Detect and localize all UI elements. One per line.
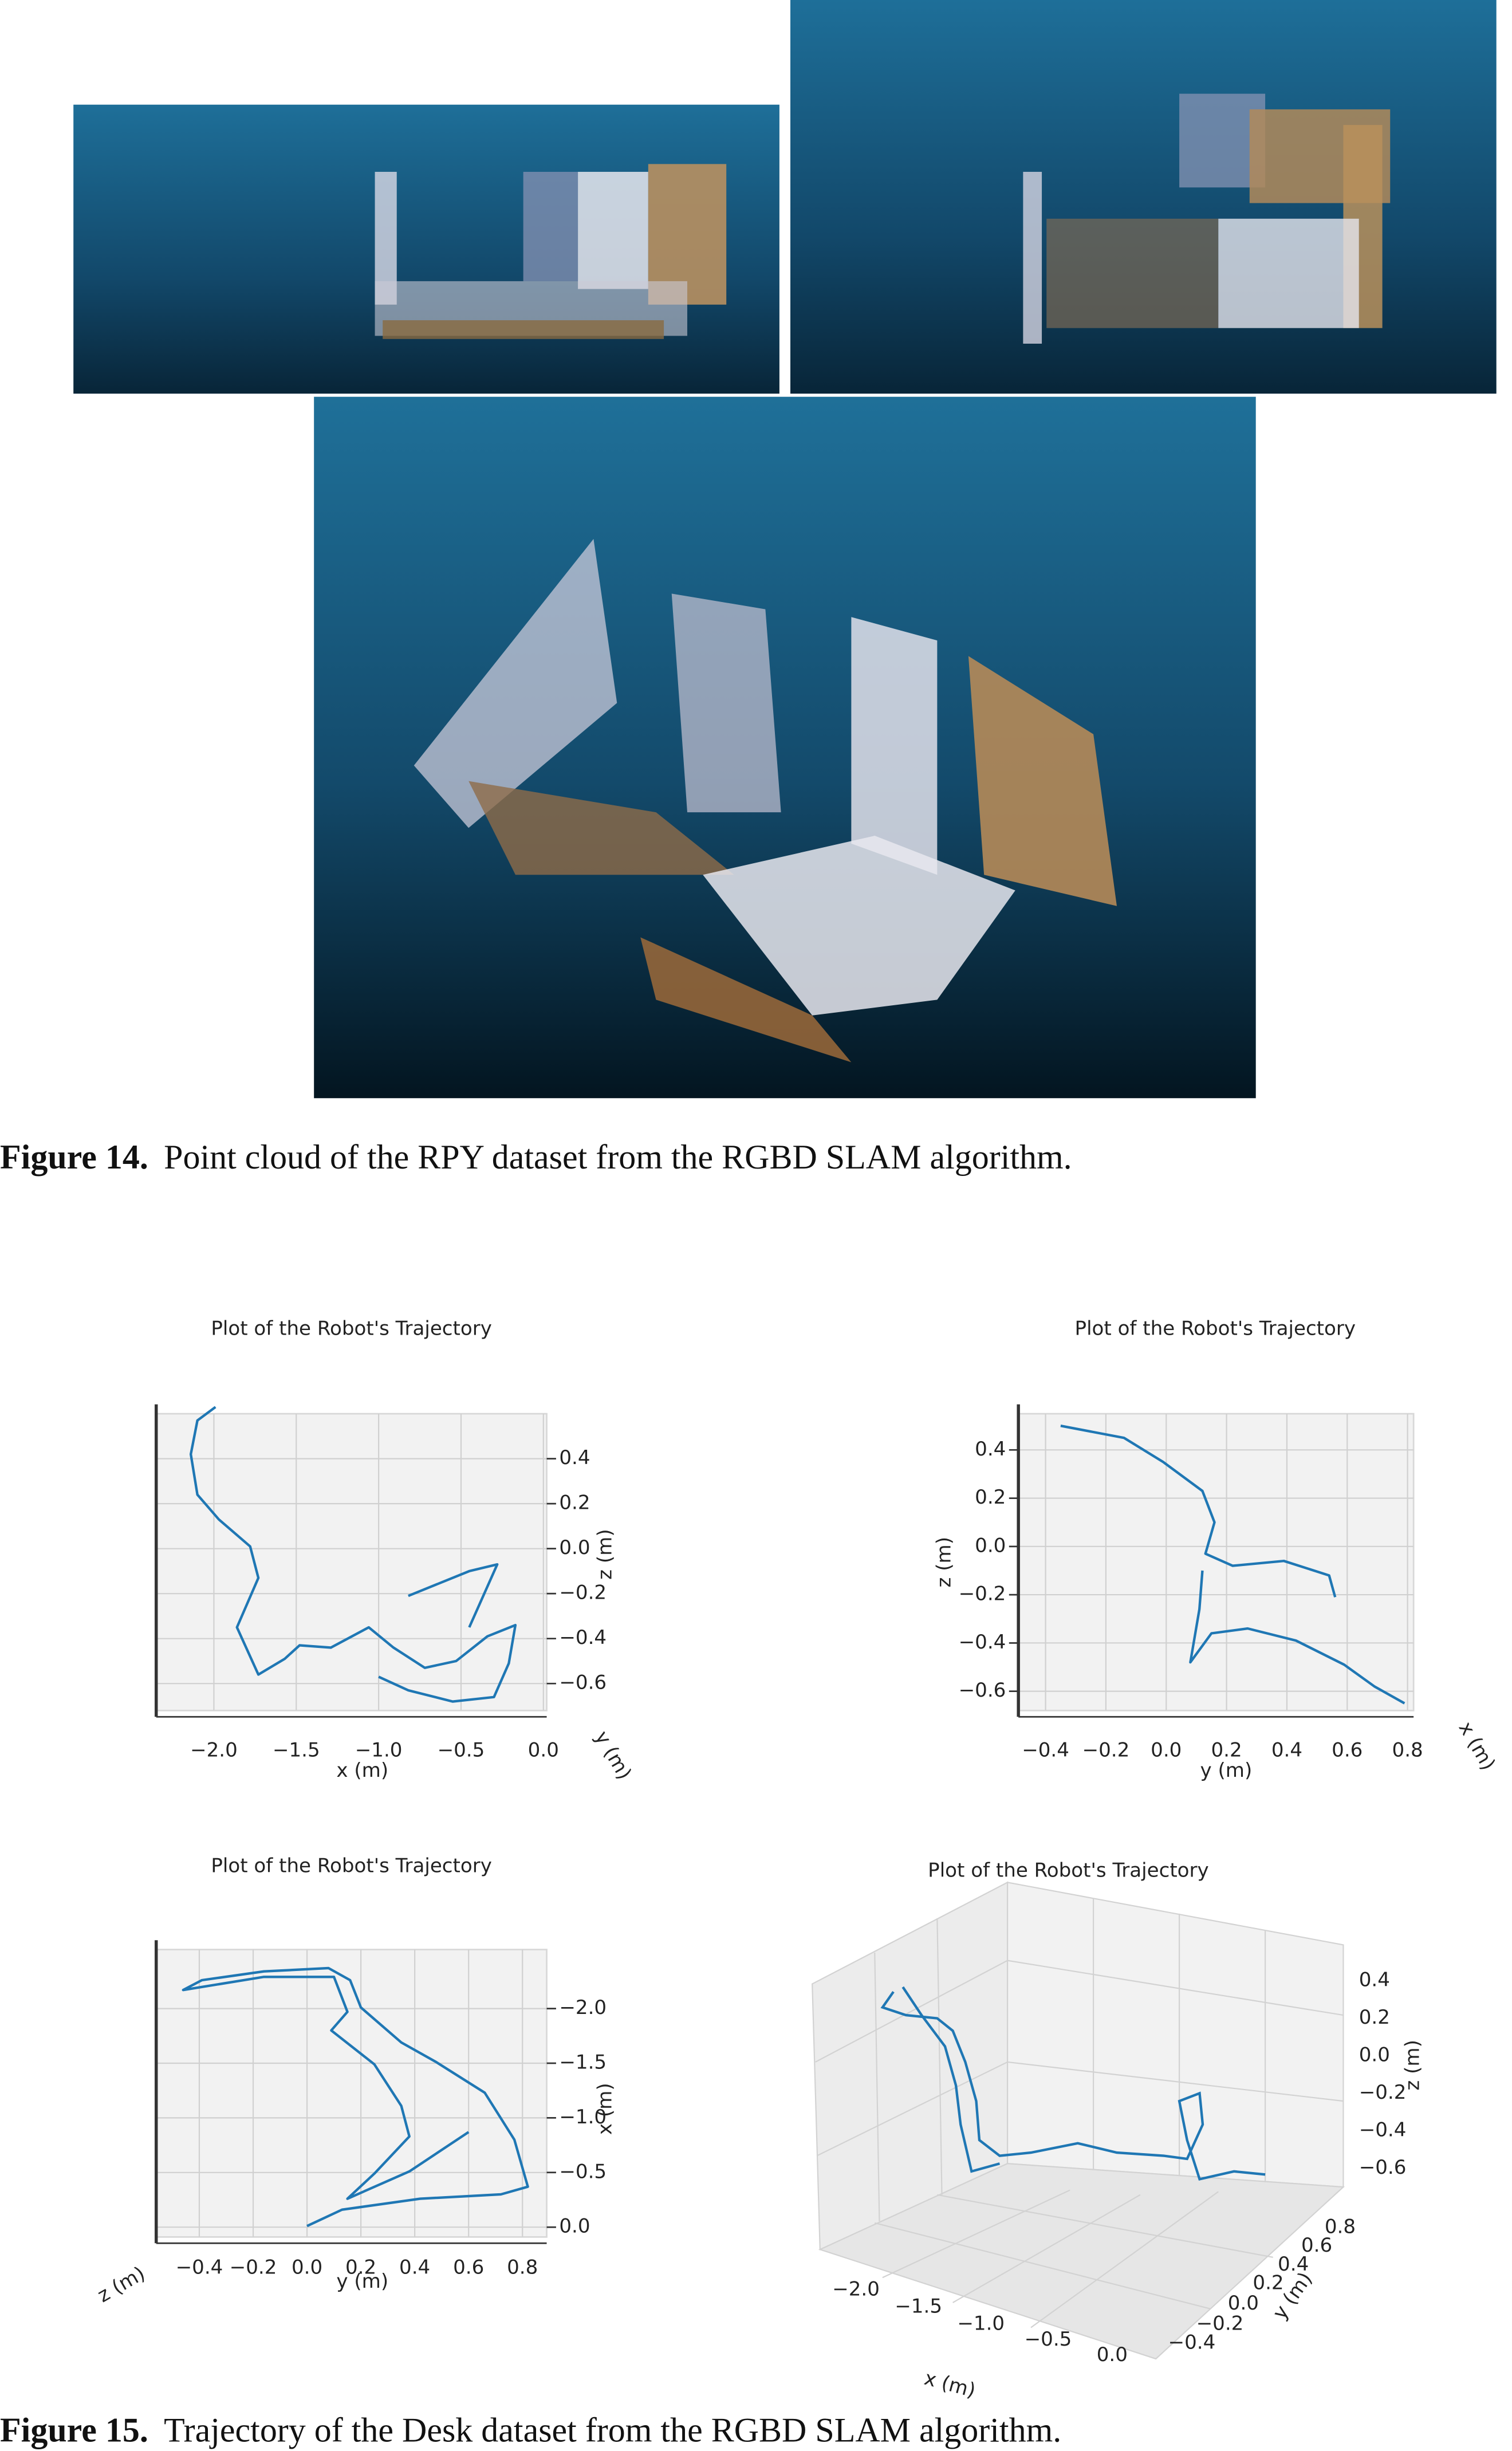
x-tick-label: −0.2 — [1082, 1739, 1130, 1762]
plot-title: Plot of the Robot's Trajectory — [928, 1859, 1209, 1882]
point-cloud-image — [790, 0, 1497, 394]
y-tick-label: 0.4 — [975, 1438, 1006, 1461]
point-cloud-image — [314, 396, 1256, 1099]
x-axis-label: x (m) — [922, 2367, 978, 2402]
z-tick-label: 0.4 — [1359, 1969, 1390, 1992]
plot-title: Plot of the Robot's Trajectory — [1075, 1317, 1356, 1340]
y-tick-label: −0.2 — [559, 1581, 607, 1604]
x-tick-label: −2.0 — [190, 1739, 238, 1762]
x-tick-label: 0.6 — [453, 2256, 484, 2279]
z-tick-label: −0.6 — [1359, 2156, 1407, 2179]
y-tick-label: 0.0 — [559, 2215, 590, 2238]
y-tick-label: 0.8 — [1325, 2216, 1356, 2238]
y-tick-label: −0.5 — [559, 2160, 607, 2183]
z-tick-label: −0.2 — [1359, 2081, 1407, 2104]
x-tick-label: −1.5 — [273, 1739, 320, 1762]
x-tick-label: 0.0 — [292, 2256, 322, 2279]
y-axis-label: x (m) — [594, 2083, 617, 2135]
plot-title: Plot of the Robot's Trajectory — [211, 1317, 492, 1340]
y-tick-label: −0.2 — [1196, 2312, 1244, 2335]
y-tick-label: 0.4 — [1278, 2253, 1309, 2276]
x-tick-label: 0.0 — [528, 1739, 559, 1762]
y-tick-label: 0.0 — [975, 1534, 1006, 1557]
x-tick-label: 0.4 — [1271, 1739, 1302, 1762]
y-tick-label: 0.4 — [559, 1446, 590, 1469]
y-tick-label: −2.0 — [559, 1996, 607, 2019]
figure-label: Figure 15. — [0, 2411, 148, 2449]
y-axis-label: z (m) — [932, 1537, 955, 1588]
y-tick-label: −0.4 — [959, 1631, 1006, 1654]
x-tick-label: 0.2 — [345, 2256, 376, 2279]
x-tick-label: −2.0 — [832, 2278, 880, 2301]
trajectory-line — [182, 1966, 529, 2228]
plot-title: Plot of the Robot's Trajectory — [211, 1855, 492, 1878]
plot-pane — [1017, 1413, 1415, 1712]
x-tick-label: 0.8 — [507, 2256, 538, 2279]
point-cloud-image — [73, 104, 779, 394]
figure-caption: Figure 15. Trajectory of the Desk dataset… — [0, 2411, 1061, 2449]
x-axis-label: x (m) — [336, 1759, 388, 1782]
caption-text: Trajectory of the Desk dataset from the … — [164, 2411, 1061, 2449]
y-tick-label: 0.0 — [1228, 2292, 1259, 2315]
depth-axis-label: y (m) — [590, 1727, 636, 1784]
x-tick-label: 0.6 — [1332, 1739, 1363, 1762]
depth-axis-label: z (m) — [94, 2262, 149, 2307]
caption-text: Point cloud of the RPY dataset from the … — [164, 1138, 1072, 1176]
y-tick-label: 0.2 — [559, 1492, 590, 1514]
x-axis-label: y (m) — [1200, 1759, 1252, 1782]
plot-pane — [155, 1949, 548, 2238]
x-tick-label: −1.0 — [355, 1739, 403, 1762]
y-tick-label: 0.2 — [1253, 2272, 1283, 2295]
trajectory-line — [189, 1406, 517, 1703]
x-tick-label: −0.5 — [1025, 2328, 1072, 2351]
trajectory-line — [1060, 1425, 1405, 1705]
y-tick-label: −1.5 — [559, 2051, 607, 2074]
x-tick-label: 0.4 — [399, 2256, 430, 2279]
y-tick-label: 0.2 — [975, 1486, 1006, 1509]
figure-plots: Plot of the Robot's Trajectory −2.0 −1.5 −1… — [94, 1317, 1500, 2402]
y-axis-label: z (m) — [594, 1529, 617, 1580]
y-tick-label: −1.0 — [559, 2106, 607, 2129]
y-tick-label: −0.4 — [1168, 2331, 1216, 2354]
y-tick-label: 0.0 — [559, 1536, 590, 1559]
depth-axis-label: x (m) — [1454, 1718, 1500, 1775]
y-tick-label: 0.6 — [1301, 2234, 1332, 2257]
3d-panes — [812, 1881, 1345, 2360]
x-tick-label: 0.2 — [1211, 1739, 1242, 1762]
x-tick-label: −0.2 — [230, 2256, 277, 2279]
x-tick-label: −0.4 — [176, 2256, 223, 2279]
z-tick-label: −0.4 — [1359, 2118, 1407, 2141]
y-tick-label: −0.2 — [959, 1583, 1006, 1606]
x-axis-label: y (m) — [336, 2270, 388, 2293]
x-tick-label: −1.5 — [895, 2295, 942, 2318]
figure-label: Figure 14. — [0, 1138, 148, 1176]
y-tick-label: −0.6 — [959, 1679, 1006, 1702]
y-tick-label: −0.4 — [559, 1626, 607, 1649]
x-tick-label: 0.0 — [1097, 2343, 1128, 2366]
trajectory-3d — [901, 1986, 1001, 2173]
figure-caption: Figure 14. Point cloud of the RPY dataset… — [0, 1138, 1072, 1176]
z-axis-label: z (m) — [1401, 2040, 1424, 2091]
x-tick-label: 0.0 — [1151, 1739, 1182, 1762]
y-tick-label: −0.6 — [559, 1671, 607, 1694]
x-tick-label: 0.8 — [1392, 1739, 1423, 1762]
plot-pane — [155, 1413, 548, 1712]
x-tick-label: −0.5 — [438, 1739, 485, 1762]
z-tick-label: 0.0 — [1359, 2044, 1390, 2067]
x-tick-label: −1.0 — [957, 2312, 1005, 2335]
z-tick-label: 0.2 — [1359, 2006, 1390, 2029]
trajectory-3d — [880, 1990, 1266, 2181]
x-tick-label: −0.4 — [1022, 1739, 1069, 1762]
